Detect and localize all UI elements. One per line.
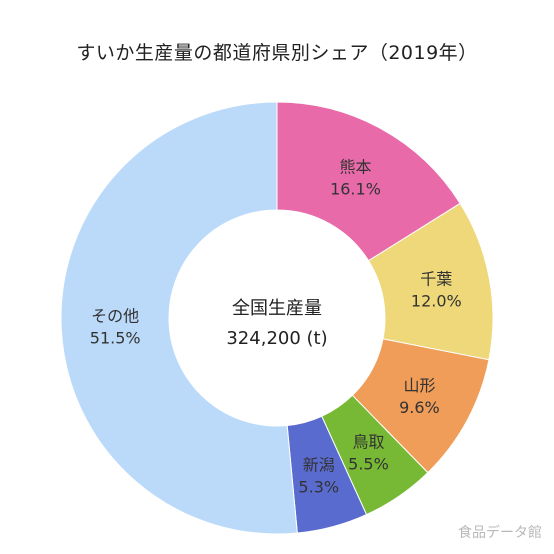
slice-name-5: 新潟 xyxy=(303,456,335,475)
slice-percent-2: 12.0% xyxy=(411,292,462,311)
slice-name-4: 鳥取 xyxy=(352,433,384,452)
center-value: 324,200 (t) xyxy=(226,328,327,349)
slice-1 xyxy=(276,101,461,262)
slice-percent-5: 5.3% xyxy=(298,478,339,497)
slice-percent-6: 51.5% xyxy=(90,329,141,348)
slice-name-2: 千葉 xyxy=(420,270,452,289)
center-label: 全国生産量 xyxy=(232,298,322,319)
slice-name-1: 熊本 xyxy=(339,157,371,176)
slice-percent-1: 16.1% xyxy=(330,179,381,198)
label-group: 熊本 16.1% 千葉 12.0% 山形 9.6% 鳥取 5.5% 新潟 5.3% その他 51.5% xyxy=(90,157,462,496)
slice-name-3: 山形 xyxy=(403,376,435,395)
slice-6 xyxy=(60,101,298,535)
slice-group xyxy=(60,101,494,535)
slice-percent-3: 9.6% xyxy=(399,398,440,417)
chart-title: すいか生産量の都道府県別シェア（2019年） xyxy=(76,42,478,64)
slice-percent-4: 5.5% xyxy=(348,455,389,474)
slice-name-6: その他 xyxy=(91,307,139,326)
watermark-logo: 食品データ館 xyxy=(458,525,542,541)
